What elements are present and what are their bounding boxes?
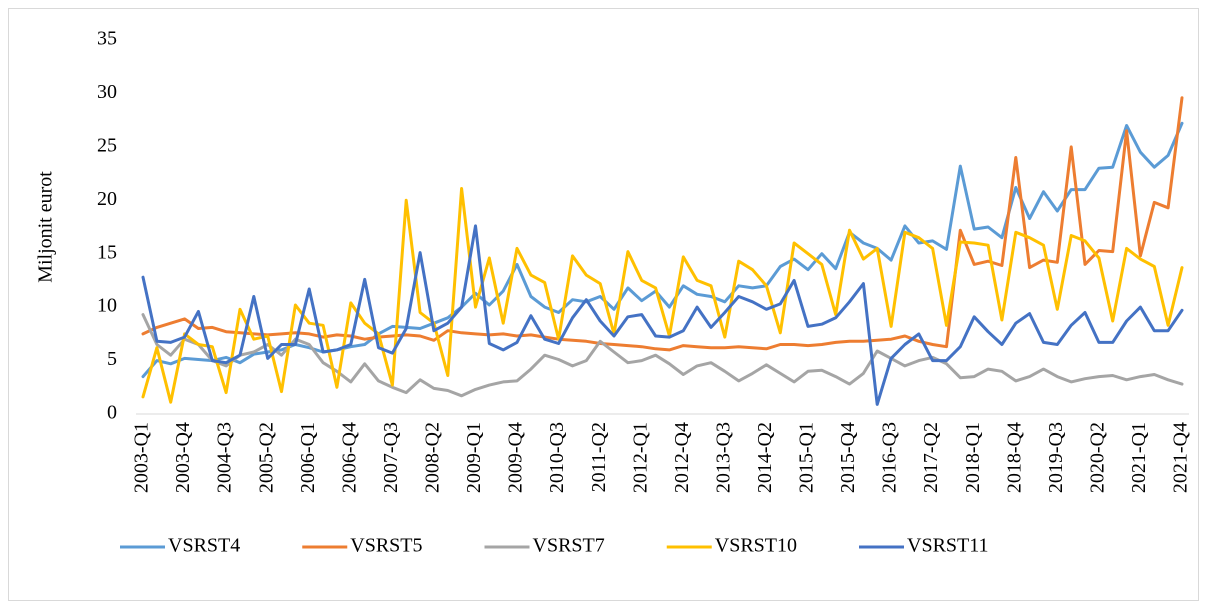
series-line (141, 224, 1184, 406)
x-tick-label: 2010-Q3 (546, 422, 568, 493)
x-tick-label: 2015-Q4 (837, 422, 859, 493)
x-tick-label: 2009-Q4 (505, 422, 527, 493)
x-tick-label: 2012-Q1 (629, 422, 651, 493)
legend-label: VSRST11 (907, 535, 989, 557)
legend-label: VSRST5 (350, 535, 422, 557)
y-tick-label: 25 (97, 134, 117, 156)
x-tick-label: 2004-Q3 (214, 422, 236, 493)
x-tick-label: 2003-Q1 (131, 422, 153, 493)
x-tick-label: 2016-Q3 (879, 422, 901, 493)
x-tick-label: 2011-Q2 (588, 422, 610, 492)
x-tick-label: 2018-Q4 (1003, 422, 1025, 493)
x-tick-label: 2017-Q2 (920, 422, 942, 493)
x-tick-label: 2005-Q2 (255, 422, 277, 493)
x-tick-label: 2014-Q2 (754, 422, 776, 493)
x-tick-label: 2018-Q1 (962, 422, 984, 493)
x-tick-label: 2019-Q3 (1045, 422, 1067, 493)
legend-label: VSRST7 (533, 535, 605, 557)
y-tick-label: 5 (107, 348, 117, 370)
x-tick-label: 2012-Q4 (671, 422, 693, 493)
series-line (141, 96, 1184, 352)
x-tick-label: 2003-Q4 (172, 422, 194, 493)
y-tick-label: 35 (97, 28, 117, 50)
legend-label: VSRST10 (715, 535, 797, 557)
y-axis-label: Miljonit eurot (35, 171, 57, 283)
chart-border (8, 8, 1199, 601)
x-tick-label: 2020-Q2 (1086, 422, 1108, 493)
x-tick-label: 2006-Q1 (297, 422, 319, 493)
y-tick-label: 10 (97, 295, 117, 317)
y-tick-label: 0 (107, 402, 117, 424)
x-tick-label: 2013-Q3 (712, 422, 734, 493)
x-tick-label: 2015-Q1 (796, 422, 818, 493)
x-tick-label: 2021-Q1 (1128, 422, 1150, 493)
x-tick-label: 2021-Q4 (1170, 422, 1192, 493)
y-tick-label: 20 (97, 188, 117, 210)
x-tick-label: 2006-Q4 (338, 422, 360, 493)
x-tick-label: 2007-Q3 (380, 422, 402, 493)
series-line (141, 313, 1184, 398)
y-tick-label: 15 (97, 241, 117, 263)
x-tick-label: 2008-Q2 (422, 422, 444, 493)
legend-label: VSRST4 (168, 535, 240, 557)
x-tick-label: 2009-Q1 (463, 422, 485, 493)
y-tick-label: 30 (97, 81, 117, 103)
